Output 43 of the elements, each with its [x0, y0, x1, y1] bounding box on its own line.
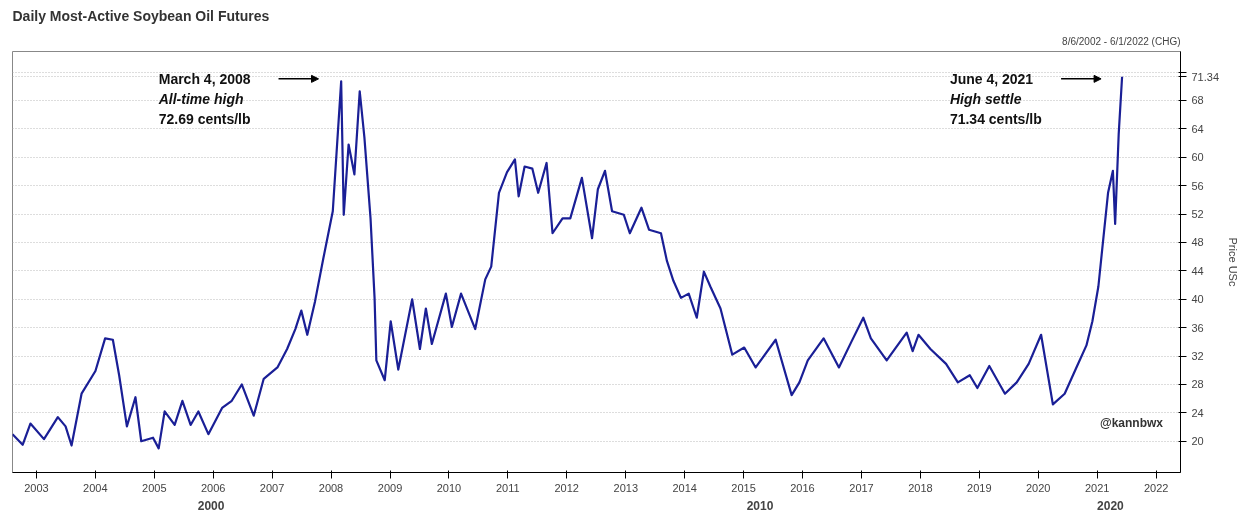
y-tick-label: 40: [1191, 293, 1204, 306]
x-tick-label: 2008: [318, 481, 344, 494]
x-tick-label: 2006: [200, 481, 226, 494]
x-tick-label: 2017: [849, 481, 874, 494]
text: 2000: [197, 498, 225, 513]
y-tick-label: 48: [1191, 236, 1204, 249]
x-tick-label: 2012: [554, 481, 579, 494]
y-tick-label: 52: [1191, 208, 1204, 221]
annotation: March 4, 2008 All-time high 72.69 cents/lb: [157, 70, 251, 127]
x-tick-label: 2011: [496, 481, 520, 494]
y-tick-label: 44: [1191, 264, 1204, 277]
y-axis-title: Price USc: [1227, 237, 1240, 287]
x-tick-label: 2010: [436, 481, 462, 494]
x-tick-label: 2014: [672, 481, 697, 494]
text: 2020: [1097, 498, 1125, 513]
x-tick-label: 2007: [259, 481, 285, 494]
text: 2010: [746, 498, 774, 513]
x-tick-label: 2018: [908, 481, 933, 494]
x-tick-label: 2005: [142, 481, 167, 494]
x-tick-label: 2016: [790, 481, 815, 494]
chart-title: Daily Most-Active Soybean Oil Futures: [12, 7, 270, 24]
annotation: June 4, 2021 High settle 71.34 cents/lb: [949, 70, 1042, 127]
y-tick-label: 64: [1191, 122, 1204, 135]
y-tick-label: 32: [1191, 350, 1204, 363]
y-tick-label: 56: [1191, 179, 1204, 192]
chart-subtitle: 8/6/2002 - 6/1/2022 (CHG): [1062, 35, 1181, 47]
x-tick-label: 2019: [967, 481, 992, 494]
x-tick-label: 2022: [1143, 481, 1169, 494]
y-tick-label: 24: [1191, 406, 1204, 419]
y-tick-label: 36: [1191, 321, 1204, 334]
y-tick-label: 60: [1191, 151, 1204, 164]
x-tick-label: 2013: [613, 481, 639, 494]
y-tick-label: 20: [1191, 435, 1204, 448]
x-tick-label: 2015: [731, 481, 756, 494]
annotation: @kannbwx: [1099, 416, 1164, 431]
y-tick-label: 28: [1191, 378, 1204, 391]
x-tick-label: 2003: [24, 481, 49, 494]
x-tick-label: 2004: [83, 481, 108, 494]
y-tick-label: 68: [1191, 94, 1204, 107]
x-tick-label: 2009: [377, 481, 403, 494]
x-tick-label: 2021: [1085, 481, 1110, 494]
x-tick-label: 2020: [1025, 481, 1051, 494]
y-tick-label: 71.34: [1191, 70, 1220, 83]
